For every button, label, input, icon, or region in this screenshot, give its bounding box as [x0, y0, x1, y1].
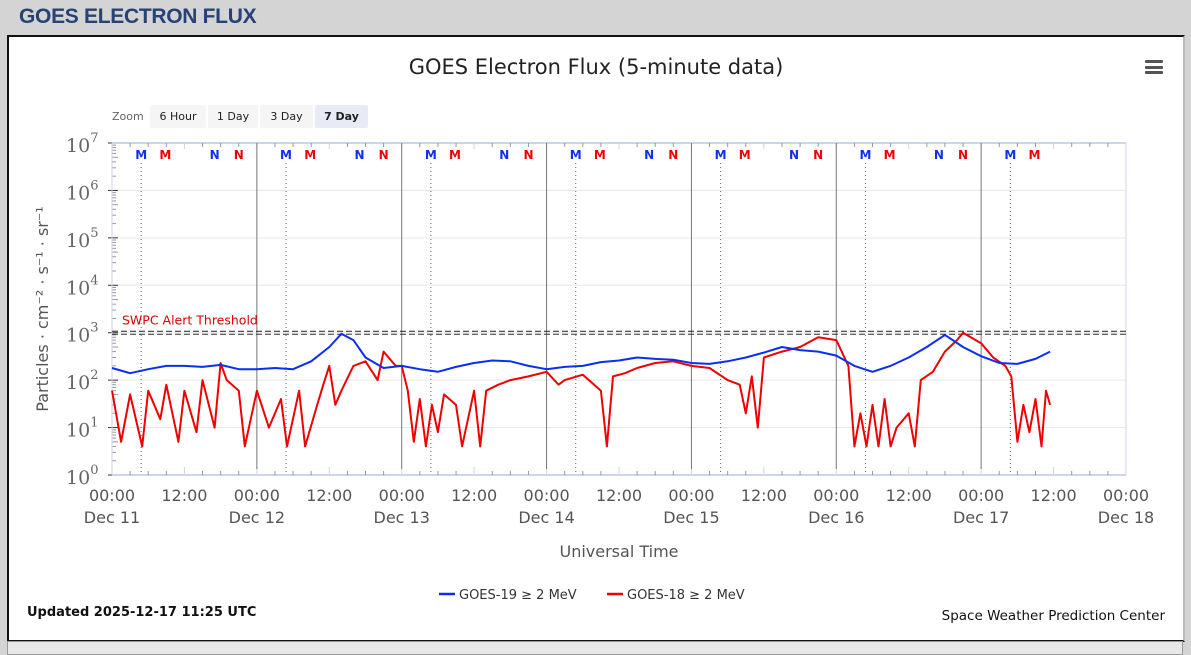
- y-tick-label: 104: [66, 273, 98, 299]
- orbit-marker-m: M: [884, 148, 896, 162]
- x-tick-time: 00:00: [524, 486, 570, 505]
- updated-timestamp: Updated 2025-12-17 11:25 UTC: [27, 605, 256, 620]
- orbit-marker-m: M: [859, 148, 871, 162]
- y-tick-base: 10: [66, 230, 90, 252]
- y-tick-base: 10: [66, 420, 90, 442]
- orbit-marker-n: N: [934, 148, 944, 162]
- x-tick-date: Dec 18: [1098, 508, 1154, 527]
- x-tick-date: Dec 16: [808, 508, 864, 527]
- orbit-marker-m: M: [135, 148, 147, 162]
- x-tick-time: 00:00: [668, 486, 714, 505]
- x-axis-title: Universal Time: [559, 542, 678, 561]
- chart-title: GOES Electron Flux (5-minute data): [409, 55, 784, 79]
- series-line-goes-19: [111, 332, 1051, 375]
- y-tick-exponent: 7: [90, 131, 98, 146]
- page-header: GOES ELECTRON FLUX: [19, 5, 257, 28]
- orbit-marker-m: M: [739, 148, 751, 162]
- x-tick-time: 12:00: [451, 486, 497, 505]
- orbit-marker-m: M: [594, 148, 606, 162]
- y-tick-exponent: 0: [90, 463, 98, 478]
- x-tick-date: Dec 11: [84, 508, 140, 527]
- y-tick-label: 100: [66, 463, 98, 489]
- orbit-marker-m: M: [1028, 148, 1040, 162]
- zoom-6-hour-button[interactable]: 6 Hour: [150, 105, 206, 128]
- orbit-marker-m: M: [159, 148, 171, 162]
- x-tick-date: Dec 14: [518, 508, 574, 527]
- x-tick-date: Dec 17: [953, 508, 1009, 527]
- y-tick-exponent: 3: [90, 321, 98, 336]
- x-tick-time: 00:00: [89, 486, 135, 505]
- hamburger-menu-icon[interactable]: [1145, 60, 1163, 76]
- orbit-marker-n: N: [354, 148, 364, 162]
- chart-container: [7, 35, 1185, 642]
- y-tick-base: 10: [66, 135, 90, 157]
- legend-item-goes-18: GOES-18 ≥ 2 MeV: [627, 588, 745, 603]
- y-tick-exponent: 6: [90, 178, 98, 193]
- orbit-marker-n: N: [210, 148, 220, 162]
- zoom-3-day-button[interactable]: 3 Day: [260, 105, 313, 128]
- threshold-label: SWPC Alert Threshold: [122, 313, 258, 328]
- y-axis-title: Particles · cm⁻² · s⁻¹ · sr⁻¹: [33, 206, 52, 411]
- orbit-marker-m: M: [1004, 148, 1016, 162]
- orbit-marker-m: M: [715, 148, 727, 162]
- x-tick-time: 12:00: [1031, 486, 1077, 505]
- y-tick-exponent: 4: [90, 273, 98, 288]
- y-tick-exponent: 1: [90, 416, 98, 431]
- orbit-marker-n: N: [789, 148, 799, 162]
- x-tick-time: 00:00: [958, 486, 1004, 505]
- series-line-goes-18: [111, 331, 1052, 448]
- x-tick-time: 12:00: [306, 486, 352, 505]
- y-tick-base: 10: [66, 277, 90, 299]
- orbit-marker-n: N: [499, 148, 509, 162]
- zoom-label: Zoom: [112, 110, 144, 123]
- x-tick-time: 12:00: [741, 486, 787, 505]
- y-tick-base: 10: [66, 325, 90, 347]
- orbit-marker-n: N: [523, 148, 533, 162]
- x-tick-time: 00:00: [1103, 486, 1149, 505]
- x-tick-time: 00:00: [234, 486, 280, 505]
- orbit-marker-n: N: [644, 148, 654, 162]
- zoom-1-day-button[interactable]: 1 Day: [208, 105, 258, 128]
- x-tick-time: 12:00: [886, 486, 932, 505]
- x-tick-date: Dec 12: [229, 508, 285, 527]
- orbit-marker-m: M: [425, 148, 437, 162]
- orbit-marker-m: M: [280, 148, 292, 162]
- y-tick-label: 103: [66, 321, 98, 347]
- orbit-marker-n: N: [813, 148, 823, 162]
- y-tick-base: 10: [66, 182, 90, 204]
- orbit-marker-n: N: [234, 148, 244, 162]
- x-tick-date: Dec 15: [663, 508, 719, 527]
- x-tick-time: 00:00: [379, 486, 425, 505]
- x-tick-date: Dec 13: [374, 508, 430, 527]
- orbit-marker-n: N: [668, 148, 678, 162]
- y-tick-base: 10: [66, 372, 90, 394]
- orbit-marker-n: N: [958, 148, 968, 162]
- x-tick-time: 00:00: [813, 486, 859, 505]
- orbit-marker-n: N: [379, 148, 389, 162]
- y-tick-exponent: 2: [90, 368, 98, 383]
- zoom-7-day-button[interactable]: 7 Day: [315, 105, 368, 128]
- y-tick-label: 107: [66, 131, 98, 157]
- orbit-marker-m: M: [304, 148, 316, 162]
- y-tick-label: 102: [66, 368, 98, 394]
- y-tick-label: 106: [66, 178, 98, 204]
- y-tick-base: 10: [66, 467, 90, 489]
- y-tick-label: 105: [66, 226, 98, 252]
- x-tick-time: 12:00: [161, 486, 207, 505]
- credit-text: Space Weather Prediction Center: [942, 608, 1166, 624]
- legend-item-goes-19: GOES-19 ≥ 2 MeV: [459, 588, 577, 603]
- orbit-marker-m: M: [570, 148, 582, 162]
- orbit-marker-m: M: [449, 148, 461, 162]
- y-tick-label: 101: [66, 416, 98, 442]
- y-tick-exponent: 5: [90, 226, 98, 241]
- x-tick-time: 12:00: [596, 486, 642, 505]
